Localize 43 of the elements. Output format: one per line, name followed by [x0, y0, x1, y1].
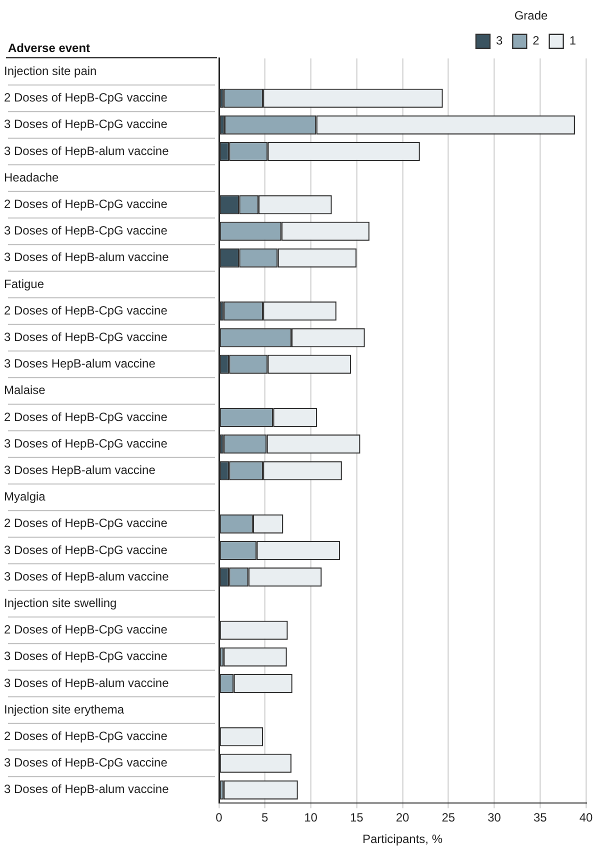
y-tick-label: Injection site erythema — [4, 702, 124, 716]
x-axis-title: Participants, % — [362, 832, 443, 846]
y-tick-label: 3 Doses of HepB-CpG vaccine — [4, 756, 168, 770]
y-tick-label: 3 Doses of HepB-alum vaccine — [4, 250, 170, 264]
y-tick-label: 3 Doses HepB-alum vaccine — [4, 463, 156, 478]
x-tick-label: 40 — [579, 810, 593, 825]
y-tick-label: 3 Doses of HepB-CpG vaccine — [4, 117, 168, 132]
y-tick-label: 3 Doses of HepB-alum vaccine — [4, 144, 170, 158]
y-tick-label: Myalgia — [4, 490, 46, 504]
y-tick-label: 3 Doses of HepB-alum vaccine — [4, 676, 170, 690]
y-tick-label: Malaise — [4, 383, 46, 398]
y-tick-label: Fatigue — [4, 276, 44, 291]
y-tick-label: 2 Doses of HepB-CpG vaccine — [4, 410, 168, 424]
y-tick-label: Headache — [4, 170, 60, 184]
y-tick-label: 3 Doses of HepB-alum vaccine — [4, 569, 170, 584]
x-tick-label: 10 — [304, 810, 318, 825]
y-tick-label: 2 Doses of HepB-CpG vaccine — [4, 90, 168, 105]
x-tick-label: 15 — [350, 810, 364, 825]
y-tick-label: 2 Doses of HepB-CpG vaccine — [4, 622, 168, 637]
x-tick-label: 0 — [216, 810, 223, 825]
x-tick-label: 30 — [488, 810, 502, 825]
legend-label: 1 — [569, 34, 576, 48]
y-axis-title: Adverse event — [8, 41, 90, 56]
x-tick-label: 35 — [533, 810, 548, 825]
y-tick-label: 3 Doses HepB-alum vaccine — [4, 356, 156, 371]
y-tick-label: 3 Doses of HepB-CpG vaccine — [4, 649, 168, 664]
y-tick-label: 3 Doses of HepB-CpG vaccine — [4, 542, 168, 557]
x-tick-label: 20 — [396, 810, 410, 825]
legend-label: 2 — [532, 34, 540, 48]
y-tick-label: 3 Doses of HepB-CpG vaccine — [4, 330, 168, 344]
legend-label: 3 — [496, 34, 503, 48]
y-tick-label: 2 Doses of HepB-CpG vaccine — [4, 303, 168, 318]
y-tick-label: 3 Doses of HepB-CpG vaccine — [4, 224, 168, 238]
y-tick-label: 3 Doses of HepB-CpG vaccine — [4, 436, 168, 450]
x-tick-label: 25 — [442, 810, 456, 825]
y-tick-label: 2 Doses of HepB-CpG vaccine — [4, 516, 168, 530]
legend-title: Grade — [514, 8, 548, 22]
y-tick-label: Injection site swelling — [4, 596, 117, 610]
y-tick-label: 2 Doses of HepB-CpG vaccine — [4, 729, 168, 744]
x-tick-label: 5 — [262, 810, 269, 825]
y-tick-label: 2 Doses of HepB-CpG vaccine — [4, 197, 168, 212]
y-tick-label: Injection site pain — [4, 64, 97, 78]
y-tick-label: 3 Doses of HepB-alum vaccine — [4, 782, 170, 796]
